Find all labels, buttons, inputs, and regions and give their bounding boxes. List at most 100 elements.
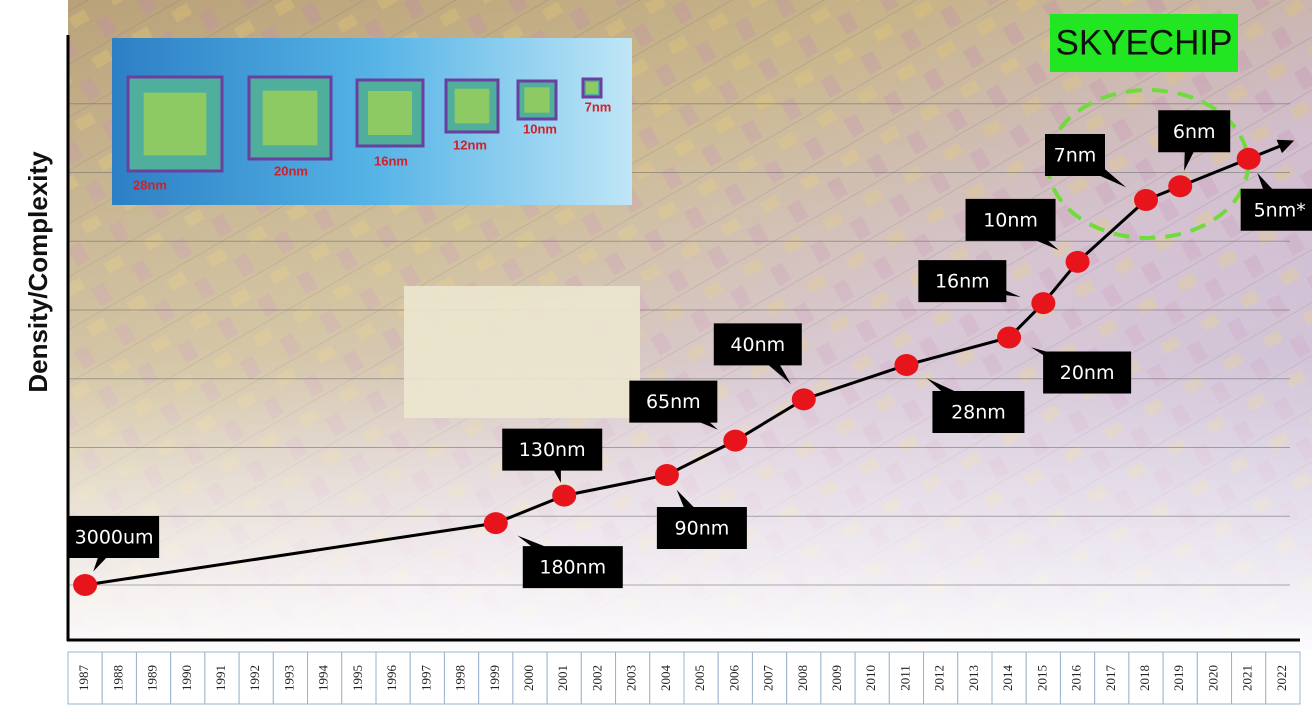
- callout-box: [713, 323, 802, 366]
- x-tick-label: 1998: [453, 665, 468, 691]
- data-point: [791, 388, 816, 411]
- x-tick-label: 1999: [487, 665, 502, 691]
- point-label: 7nm: [1054, 145, 1097, 167]
- x-tick-label: 2009: [829, 665, 844, 691]
- x-tick-label: 1988: [110, 665, 125, 691]
- callout-box: [965, 198, 1056, 241]
- x-tick-label: 1993: [281, 665, 296, 691]
- point-label: 6nm: [1173, 121, 1216, 143]
- point-label: 40nm: [730, 334, 785, 356]
- x-tick-box: [204, 651, 240, 705]
- x-tick-box: [101, 651, 137, 705]
- x-tick-box: [580, 651, 617, 705]
- point-label: 20nm: [1060, 362, 1115, 384]
- x-tick-label: 2004: [658, 665, 673, 692]
- point-label: 130nm: [519, 439, 586, 461]
- chip-core: [454, 88, 490, 124]
- inset: 28nm 20nm 16nm 12nm 10nm 7nm: [112, 38, 632, 205]
- data-point: [73, 574, 98, 596]
- point-label: 28nm: [951, 402, 1006, 424]
- x-tick-box: [1265, 651, 1301, 705]
- x-tick-label: 2014: [1000, 665, 1015, 692]
- x-tick-label: 1992: [247, 665, 262, 691]
- chip-core: [586, 82, 598, 94]
- x-tick-label: 1995: [350, 665, 365, 691]
- x-tick-box: [1196, 651, 1233, 705]
- x-tick-label: 2022: [1274, 665, 1289, 691]
- data-point: [723, 429, 748, 452]
- callout-box: [1240, 188, 1312, 231]
- point-label: 10nm: [983, 209, 1038, 231]
- data-point: [1236, 147, 1261, 170]
- inset-chips: 28nm 20nm 16nm 12nm 10nm 7nm: [126, 75, 612, 192]
- data-point: [1134, 189, 1158, 211]
- callout-box: [1158, 110, 1231, 153]
- x-tick-box: [546, 651, 582, 705]
- highlight-label: SKYECHIP: [1056, 23, 1233, 62]
- point-label: 180nm: [539, 557, 606, 579]
- callout-box: [69, 516, 160, 558]
- x-tick-box: [443, 651, 480, 705]
- point-label: 16nm: [935, 271, 990, 293]
- x-tick-box: [512, 651, 548, 705]
- x-tick-box: [1231, 651, 1267, 705]
- plot: 3000um 180nm 130nm 90nm 65nm 40nm 28nm 20nm 16nm…: [69, 110, 1312, 596]
- x-tick-label: 1990: [179, 665, 194, 691]
- inset-label: 10nm: [523, 121, 557, 136]
- x-tick-label: 2013: [966, 665, 981, 691]
- y-axis-label: Density/Complexity: [23, 151, 53, 393]
- x-tick-label: 2006: [726, 665, 741, 692]
- x-tick-box: [409, 651, 445, 705]
- x-tick-box: [854, 651, 890, 705]
- x-tick-label: 1987: [76, 665, 91, 692]
- x-tick-box: [991, 651, 1027, 705]
- x-tick-label: 2007: [761, 665, 776, 692]
- callout-box: [918, 260, 1007, 303]
- x-tick-box: [135, 651, 172, 705]
- x-tick-box: [341, 651, 377, 705]
- x-tick-box: [170, 651, 206, 705]
- inset-label: 7nm: [585, 99, 612, 114]
- inset-label: 12nm: [453, 137, 487, 152]
- x-tick-box: [786, 651, 822, 705]
- callout-box: [932, 391, 1025, 433]
- x-tick-label: 2012: [932, 665, 947, 691]
- x-tick-label: 2018: [1137, 665, 1152, 691]
- blank-box: [404, 286, 640, 418]
- x-tick-box: [307, 651, 343, 705]
- x-tick-label: 2008: [795, 665, 810, 691]
- x-tick-box: [1128, 651, 1164, 705]
- x-tick-box: [649, 651, 685, 705]
- inset-label: 20nm: [274, 163, 308, 178]
- chip-core: [524, 87, 550, 113]
- x-tick-box: [375, 651, 411, 705]
- callout-box: [522, 546, 623, 589]
- x-tick-label: 2020: [1205, 665, 1220, 691]
- x-tick-label: 2015: [1034, 665, 1049, 691]
- data-point: [552, 484, 577, 507]
- x-tick-label: 2019: [1171, 665, 1186, 691]
- x-tick-label: 1996: [384, 665, 399, 692]
- x-tick-box: [923, 651, 959, 705]
- data-point: [1031, 292, 1056, 315]
- data-point: [894, 354, 919, 376]
- x-tick-box: [820, 651, 856, 705]
- inset-label: 28nm: [133, 177, 167, 192]
- x-tick-label: 2000: [521, 665, 536, 691]
- x-tick-label: 2003: [624, 665, 639, 691]
- point-label: 5nm*: [1254, 199, 1306, 221]
- x-tick-box: [751, 651, 788, 705]
- x-tick-box: [1094, 651, 1130, 705]
- x-tick-box: [478, 651, 514, 705]
- chip-core: [368, 91, 412, 135]
- x-tick-label: 2011: [897, 665, 912, 691]
- x-tick-label: 2016: [1069, 665, 1084, 692]
- point-label: 65nm: [646, 391, 701, 413]
- callout-box: [629, 380, 718, 423]
- data-point: [997, 326, 1022, 349]
- x-tick-label: 2010: [863, 665, 878, 691]
- x-tick-box: [67, 651, 103, 705]
- point-label: 3000um: [75, 527, 154, 549]
- x-tick-box: [615, 651, 651, 705]
